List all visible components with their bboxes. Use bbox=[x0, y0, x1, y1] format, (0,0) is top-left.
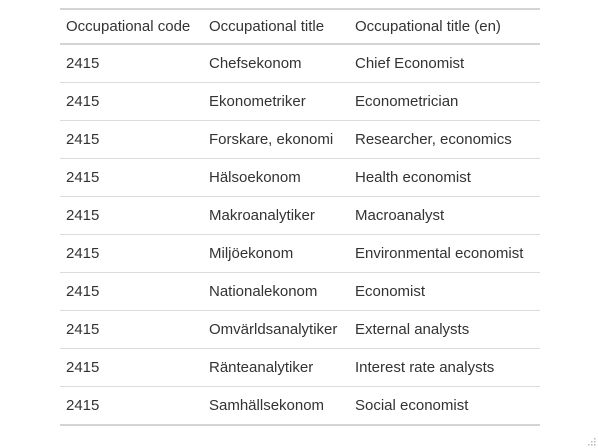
cell-title-en: Chief Economist bbox=[349, 44, 540, 83]
cell-code: 2415 bbox=[60, 349, 203, 387]
table-row: 2415 Nationalekonom Economist bbox=[60, 273, 540, 311]
table-row: 2415 Ränteanalytiker Interest rate analy… bbox=[60, 349, 540, 387]
cell-title-en: Econometrician bbox=[349, 83, 540, 121]
cell-title-en: Social economist bbox=[349, 387, 540, 426]
header-occupational-code: Occupational code bbox=[60, 9, 203, 44]
cell-title-en: Health economist bbox=[349, 159, 540, 197]
cell-title-en: Interest rate analysts bbox=[349, 349, 540, 387]
table-row: 2415 Hälsoekonom Health economist bbox=[60, 159, 540, 197]
table-header: Occupational code Occupational title Occ… bbox=[60, 9, 540, 44]
cell-code: 2415 bbox=[60, 273, 203, 311]
cell-title-en: Environmental economist bbox=[349, 235, 540, 273]
cell-code: 2415 bbox=[60, 159, 203, 197]
table-row: 2415 Ekonometriker Econometrician bbox=[60, 83, 540, 121]
cell-title: Forskare, ekonomi bbox=[203, 121, 349, 159]
cell-title: Chefsekonom bbox=[203, 44, 349, 83]
cell-title: Miljöekonom bbox=[203, 235, 349, 273]
cell-code: 2415 bbox=[60, 44, 203, 83]
header-occupational-title: Occupational title bbox=[203, 9, 349, 44]
resize-grip-icon[interactable] bbox=[587, 437, 596, 446]
table-row: 2415 Makroanalytiker Macroanalyst bbox=[60, 197, 540, 235]
table-body: 2415 Chefsekonom Chief Economist 2415 Ek… bbox=[60, 44, 540, 425]
cell-title-en: Economist bbox=[349, 273, 540, 311]
cell-code: 2415 bbox=[60, 311, 203, 349]
cell-title-en: Macroanalyst bbox=[349, 197, 540, 235]
cell-title: Omvärldsanalytiker bbox=[203, 311, 349, 349]
cell-title: Samhällsekonom bbox=[203, 387, 349, 426]
table-row: 2415 Chefsekonom Chief Economist bbox=[60, 44, 540, 83]
cell-code: 2415 bbox=[60, 197, 203, 235]
cell-code: 2415 bbox=[60, 121, 203, 159]
occupations-table-container: Occupational code Occupational title Occ… bbox=[60, 8, 540, 426]
occupations-table: Occupational code Occupational title Occ… bbox=[60, 8, 540, 426]
cell-code: 2415 bbox=[60, 235, 203, 273]
cell-title: Makroanalytiker bbox=[203, 197, 349, 235]
cell-title-en: External analysts bbox=[349, 311, 540, 349]
cell-title: Hälsoekonom bbox=[203, 159, 349, 197]
table-row: 2415 Forskare, ekonomi Researcher, econo… bbox=[60, 121, 540, 159]
cell-title: Nationalekonom bbox=[203, 273, 349, 311]
header-row: Occupational code Occupational title Occ… bbox=[60, 9, 540, 44]
cell-title: Ekonometriker bbox=[203, 83, 349, 121]
cell-code: 2415 bbox=[60, 387, 203, 426]
cell-title-en: Researcher, economics bbox=[349, 121, 540, 159]
table-row: 2415 Samhällsekonom Social economist bbox=[60, 387, 540, 426]
header-occupational-title-en: Occupational title (en) bbox=[349, 9, 540, 44]
table-row: 2415 Omvärldsanalytiker External analyst… bbox=[60, 311, 540, 349]
cell-code: 2415 bbox=[60, 83, 203, 121]
table-row: 2415 Miljöekonom Environmental economist bbox=[60, 235, 540, 273]
cell-title: Ränteanalytiker bbox=[203, 349, 349, 387]
